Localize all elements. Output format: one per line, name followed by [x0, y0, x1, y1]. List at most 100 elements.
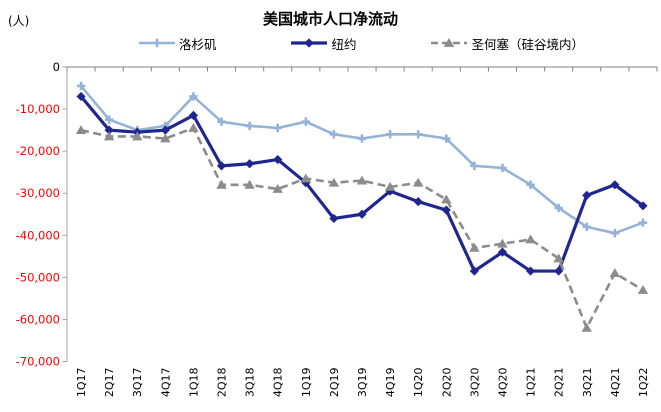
los-angeles-marker: [526, 180, 535, 189]
x-tick-label: 3Q21: [581, 368, 594, 398]
los-angeles-marker: [442, 134, 451, 143]
los-angeles-marker: [329, 130, 339, 139]
san-jose-marker: [441, 194, 452, 204]
x-tick-label: 1Q22: [637, 368, 650, 398]
series-san-jose: [75, 123, 649, 332]
los-angeles-marker: [104, 115, 114, 124]
x-tick-label: 2Q21: [553, 368, 566, 398]
san-jose-marker: [272, 184, 283, 193]
x-tick-label: 4Q17: [159, 368, 172, 398]
new-york-marker: [413, 197, 423, 207]
los-angeles-marker: [245, 121, 254, 131]
los-angeles-marker: [273, 123, 282, 133]
new-york-marker: [273, 154, 283, 165]
san-jose-marker: [328, 177, 340, 187]
x-tick-label: 3Q17: [131, 368, 144, 398]
los-angeles-marker: [357, 134, 367, 143]
new-york-marker: [76, 91, 86, 102]
y-tick-label: -20,000: [16, 144, 60, 158]
los-angeles-marker: [498, 163, 507, 173]
legend: 洛杉矶 纽约 圣何塞（硅谷境内）: [138, 34, 584, 52]
san-jose-marker: [553, 253, 564, 263]
x-tick-label: 1Q20: [412, 368, 425, 398]
x-tick-label: 4Q20: [496, 368, 509, 398]
san-jose-marker: [497, 238, 508, 248]
new-york-marker: [160, 125, 170, 135]
san-jose-marker: [300, 173, 312, 183]
x-tick-label: 2Q20: [440, 368, 453, 398]
los-angeles-marker: [217, 117, 226, 126]
axes: 0 -10,000 -20,000 -30,000 -40,000 -50,000 -60,…: [16, 60, 658, 398]
new-york-marker: [610, 180, 620, 190]
legend-item-new-york: 纽约: [290, 34, 357, 53]
new-york-marker: [329, 213, 339, 224]
new-york-marker: [216, 161, 227, 171]
san-jose-marker: [75, 125, 87, 135]
y-tick-label: -10,000: [16, 102, 60, 116]
y-tick-label: -30,000: [16, 186, 60, 200]
san-jose-marker: [581, 322, 592, 332]
series-los-angeles: [76, 81, 648, 238]
los-angeles-marker: [610, 228, 620, 238]
y-tick-label: -50,000: [16, 270, 60, 284]
los-angeles-marker: [470, 161, 479, 171]
new-york-marker: [638, 201, 648, 211]
y-tick-label: -70,000: [16, 355, 60, 369]
y-tick-label: 0: [53, 60, 60, 74]
diamond-marker-line-icon: [291, 38, 328, 48]
san-jose-marker: [384, 181, 396, 191]
x-tick-label: 2Q18: [216, 368, 229, 398]
new-york-marker: [245, 159, 255, 169]
los-angeles-marker: [301, 117, 311, 126]
x-tick-label: 1Q18: [187, 368, 200, 398]
new-york-marker: [469, 266, 479, 276]
san-jose-marker: [609, 268, 621, 278]
legend-item-los-angeles: 洛杉矶: [138, 34, 217, 53]
san-jose-marker: [525, 234, 536, 244]
san-jose-marker: [469, 242, 480, 252]
san-jose-marker: [160, 133, 171, 143]
san-jose-line: [80, 126, 644, 330]
los-angeles-legend-marker-icon: [152, 38, 162, 48]
san-jose-marker: [188, 123, 199, 132]
new-york-marker: [385, 186, 395, 196]
x-tick-label: 2Q19: [328, 368, 341, 398]
new-york-marker: [497, 247, 508, 257]
los-angeles-marker: [582, 222, 591, 232]
x-tick-label: 4Q19: [384, 368, 397, 398]
y-axis-unit-label: (人): [8, 14, 30, 28]
x-tick-label: 4Q18: [272, 368, 285, 398]
legend-label-new-york: 纽约: [331, 36, 357, 52]
x-tick-label: 1Q21: [525, 368, 538, 398]
x-tick-label: 1Q19: [300, 368, 313, 398]
san-jose-marker: [103, 131, 115, 141]
san-jose-marker: [412, 177, 424, 187]
los-angeles-marker: [76, 81, 86, 91]
plus-marker-line-icon: [139, 38, 175, 48]
x-tick-label: 4Q21: [609, 368, 622, 398]
y-tick-label: -60,000: [16, 312, 60, 326]
new-york-marker: [357, 209, 367, 219]
san-jose-marker: [132, 131, 143, 141]
new-york-marker: [554, 266, 564, 276]
los-angeles-marker: [554, 203, 563, 213]
legend-label-los-angeles: 洛杉矶: [179, 36, 217, 52]
legend-label-san-jose: 圣何塞（硅谷境内）: [471, 36, 584, 52]
legend-item-san-jose: 圣何塞（硅谷境内）: [430, 34, 584, 53]
los-angeles-marker: [385, 130, 395, 139]
x-tick-label: 1Q17: [75, 368, 88, 398]
los-angeles-marker: [638, 218, 648, 227]
x-tick-label: 3Q18: [244, 368, 257, 398]
x-tick-label: 3Q20: [468, 368, 481, 398]
chart-title: 美国城市人口净流动: [262, 10, 398, 28]
san-jose-marker: [356, 175, 368, 185]
new-york-marker: [104, 125, 114, 135]
san-jose-legend-marker-icon: [444, 38, 455, 47]
new-york-marker: [188, 110, 199, 120]
san-jose-marker: [637, 284, 649, 294]
new-york-marker: [525, 266, 536, 276]
los-angeles-marker: [413, 130, 423, 139]
series-new-york: [76, 91, 648, 276]
